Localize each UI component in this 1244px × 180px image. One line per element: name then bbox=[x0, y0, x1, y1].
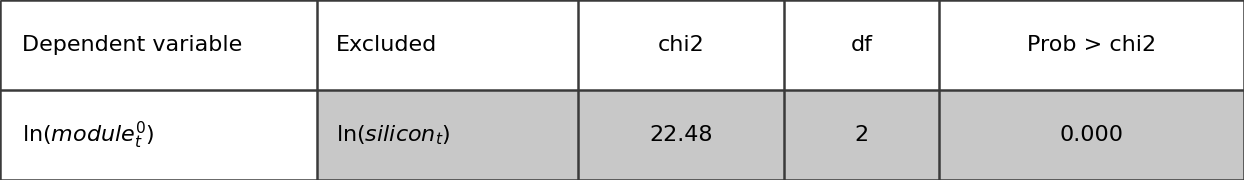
Text: 2: 2 bbox=[855, 125, 868, 145]
Bar bbox=[0, 90, 317, 180]
Text: Excluded: Excluded bbox=[336, 35, 437, 55]
Text: 22.48: 22.48 bbox=[649, 125, 713, 145]
Bar bbox=[0, 0, 1244, 90]
Text: chi2: chi2 bbox=[658, 35, 704, 55]
Text: ln($\mathit{module}_t^0$): ln($\mathit{module}_t^0$) bbox=[22, 119, 156, 151]
Text: Dependent variable: Dependent variable bbox=[22, 35, 243, 55]
Text: df: df bbox=[851, 35, 872, 55]
Text: Prob > chi2: Prob > chi2 bbox=[1028, 35, 1156, 55]
Bar bbox=[317, 90, 1244, 180]
Text: 0.000: 0.000 bbox=[1060, 125, 1123, 145]
Text: ln($\mathit{silicon}_t$): ln($\mathit{silicon}_t$) bbox=[336, 123, 450, 147]
